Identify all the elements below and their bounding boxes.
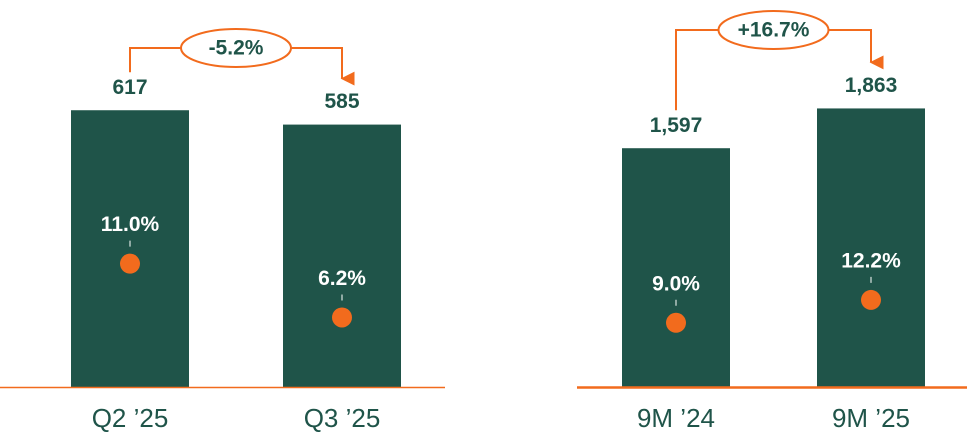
x-tick-label: Q3 ’25 [304, 403, 381, 433]
rate-label: 9.0% [652, 272, 700, 295]
bar [622, 148, 730, 387]
rate-dot [332, 307, 352, 328]
value-label: 1,597 [650, 114, 703, 137]
rate-label: 6.2% [318, 267, 366, 290]
value-label: 585 [324, 90, 359, 113]
bar [71, 110, 189, 387]
rate-dot [120, 253, 140, 274]
value-label: 1,863 [845, 74, 898, 97]
rate-dot [861, 289, 881, 310]
x-tick-label: 9M ’25 [832, 403, 910, 433]
value-label: 617 [112, 76, 147, 99]
change-bubble [717, 10, 830, 50]
bar [283, 124, 401, 387]
bar [817, 108, 925, 388]
x-tick-label: 9M ’24 [637, 403, 715, 433]
x-tick-label: Q2 ’25 [92, 403, 169, 433]
change-label: +16.7% [738, 19, 810, 42]
rate-dot [666, 312, 686, 333]
rate-label: 12.2% [841, 249, 901, 272]
rate-label: 11.0% [101, 213, 160, 236]
change-bubble [180, 28, 292, 68]
change-label: -5.2% [209, 37, 264, 60]
